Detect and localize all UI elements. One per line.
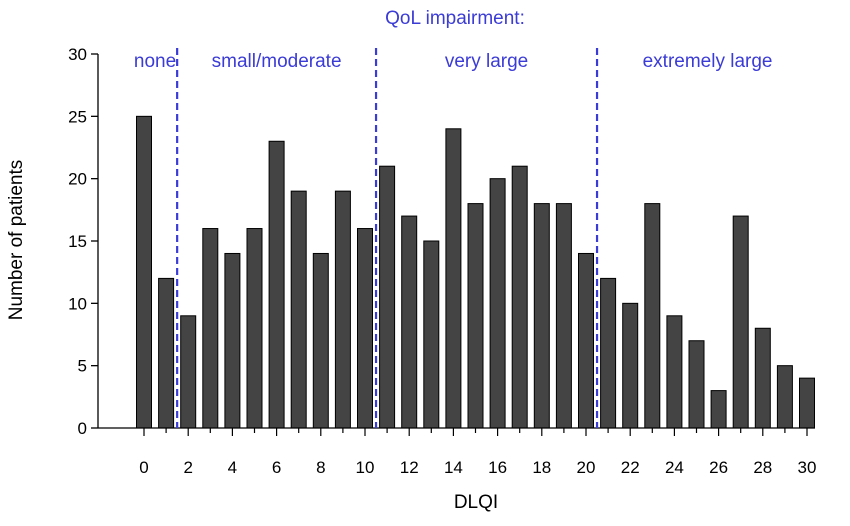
bar-dlqi-4 xyxy=(224,252,241,429)
x-tick-label: 18 xyxy=(532,458,551,477)
bar-dlqi-7 xyxy=(290,190,307,429)
y-tick-label: 0 xyxy=(78,419,87,438)
bar-dlqi-19 xyxy=(555,203,572,429)
y-tick-label: 25 xyxy=(68,107,87,126)
bar-dlqi-1 xyxy=(158,277,175,429)
bar-dlqi-28 xyxy=(754,327,771,429)
region-label: very large xyxy=(445,51,528,72)
bar-dlqi-27 xyxy=(732,215,749,429)
x-tick-label: 12 xyxy=(400,458,419,477)
bar-dlqi-16 xyxy=(489,178,506,429)
bar-dlqi-30 xyxy=(799,377,815,429)
x-tick-label: 0 xyxy=(139,458,148,477)
bar-dlqi-15 xyxy=(467,203,484,429)
x-tick-label: 26 xyxy=(709,458,728,477)
region-label: small/moderate xyxy=(212,51,342,72)
bar-dlqi-29 xyxy=(776,365,793,429)
bar-dlqi-0 xyxy=(136,115,152,429)
x-tick-label: 24 xyxy=(665,458,684,477)
x-tick-label: 22 xyxy=(621,458,640,477)
bar-dlqi-13 xyxy=(423,240,440,429)
x-tick-label: 8 xyxy=(316,458,325,477)
bar-dlqi-9 xyxy=(334,190,351,429)
x-tick-label: 20 xyxy=(577,458,596,477)
chart-title: QoL impairment: xyxy=(385,8,525,29)
x-tick-label: 14 xyxy=(444,458,463,477)
bar-dlqi-10 xyxy=(357,228,373,429)
bar-dlqi-12 xyxy=(401,215,418,429)
bar-dlqi-11 xyxy=(379,165,396,429)
bar-dlqi-22 xyxy=(622,302,639,429)
bar-dlqi-17 xyxy=(511,165,528,429)
y-tick-label: 15 xyxy=(68,232,87,251)
bar-dlqi-20 xyxy=(578,252,594,429)
x-tick-label: 6 xyxy=(272,458,281,477)
region-label: extremely large xyxy=(643,51,773,72)
bar-dlqi-2 xyxy=(180,315,197,429)
y-axis-title: Number of patients xyxy=(6,160,27,321)
bar-dlqi-3 xyxy=(202,228,219,429)
x-tick-label: 2 xyxy=(183,458,192,477)
x-tick-label: 4 xyxy=(228,458,237,477)
x-tick-label: 28 xyxy=(753,458,772,477)
bar-dlqi-18 xyxy=(533,203,550,429)
x-axis-title: DLQI xyxy=(454,492,498,513)
y-tick-label: 20 xyxy=(68,170,87,189)
bar-dlqi-21 xyxy=(600,277,617,429)
bar-dlqi-5 xyxy=(246,228,263,429)
x-tick-label: 16 xyxy=(488,458,507,477)
y-tick-label: 10 xyxy=(68,294,87,313)
y-tick-label: 5 xyxy=(78,357,87,376)
x-tick-label: 30 xyxy=(798,458,817,477)
bar-dlqi-14 xyxy=(445,128,462,429)
bar-dlqi-24 xyxy=(666,315,683,429)
y-tick-label: 30 xyxy=(68,45,87,64)
bar-dlqi-25 xyxy=(688,340,705,429)
bar-dlqi-23 xyxy=(644,203,661,429)
bar-dlqi-6 xyxy=(268,140,285,429)
bar-dlqi-8 xyxy=(312,252,329,429)
bar-dlqi-26 xyxy=(710,390,727,429)
region-label: none xyxy=(134,51,176,72)
x-tick-label: 10 xyxy=(356,458,375,477)
